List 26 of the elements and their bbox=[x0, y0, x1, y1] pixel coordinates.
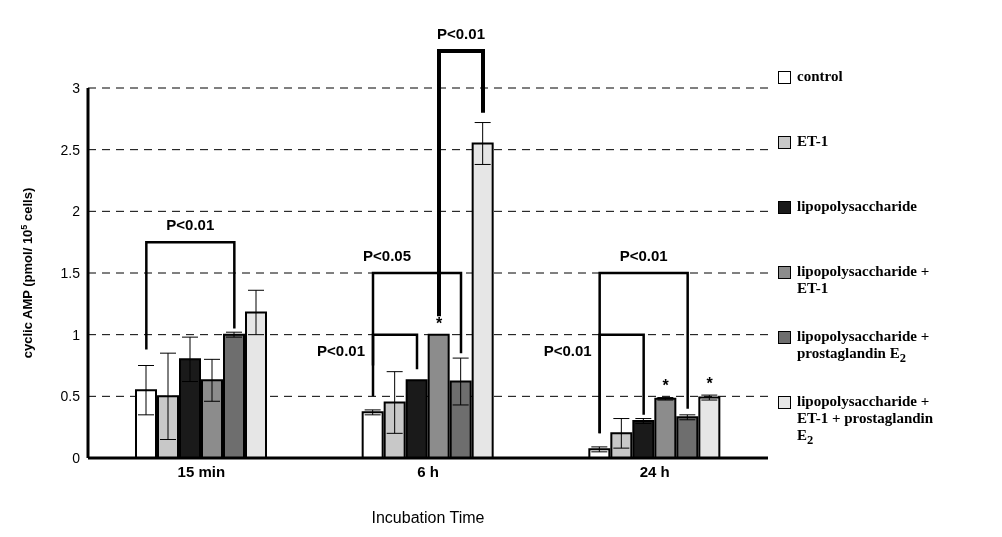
annotation: * bbox=[706, 374, 714, 392]
legend-label: lipopolysaccharide bbox=[797, 198, 918, 215]
annotation: P<0.01 bbox=[317, 341, 365, 359]
legend-label: control bbox=[797, 68, 844, 85]
y-tick-label: 0 bbox=[72, 449, 81, 466]
legend-label: lipopolysaccharide + ET-1 bbox=[797, 263, 931, 297]
y-tick-label: 1 bbox=[72, 326, 81, 343]
y-tick-label: 2 bbox=[72, 203, 81, 220]
annotation: * bbox=[662, 377, 670, 395]
x-tick-label: 24 h bbox=[639, 462, 670, 480]
annotation: P<0.01 bbox=[619, 246, 668, 264]
legend-label: ET-1 bbox=[797, 133, 830, 150]
annotation: P<0.01 bbox=[543, 341, 592, 359]
y-tick-label: 2.5 bbox=[60, 141, 81, 158]
x-tick-label: 15 min bbox=[177, 462, 226, 480]
y-tick-label: 3 bbox=[72, 79, 81, 96]
y-tick-label: 1.5 bbox=[60, 264, 81, 281]
annotation: P<0.05 bbox=[363, 246, 411, 264]
x-axis-title: Incubation Time bbox=[371, 509, 485, 526]
text: P<0.01 bbox=[437, 24, 485, 42]
legend-label: lipopolysaccharide + prostaglandin E$_{2}$ bbox=[797, 328, 931, 366]
y-tick-label: 0.5 bbox=[60, 388, 81, 405]
legend-label: lipopolysaccharide + ET-1 + prostaglandin E$_{2}$ bbox=[797, 393, 935, 448]
annotation: * bbox=[435, 314, 443, 332]
annotation: P<0.01 bbox=[166, 215, 215, 233]
x-tick-label: 6 h bbox=[417, 462, 439, 480]
